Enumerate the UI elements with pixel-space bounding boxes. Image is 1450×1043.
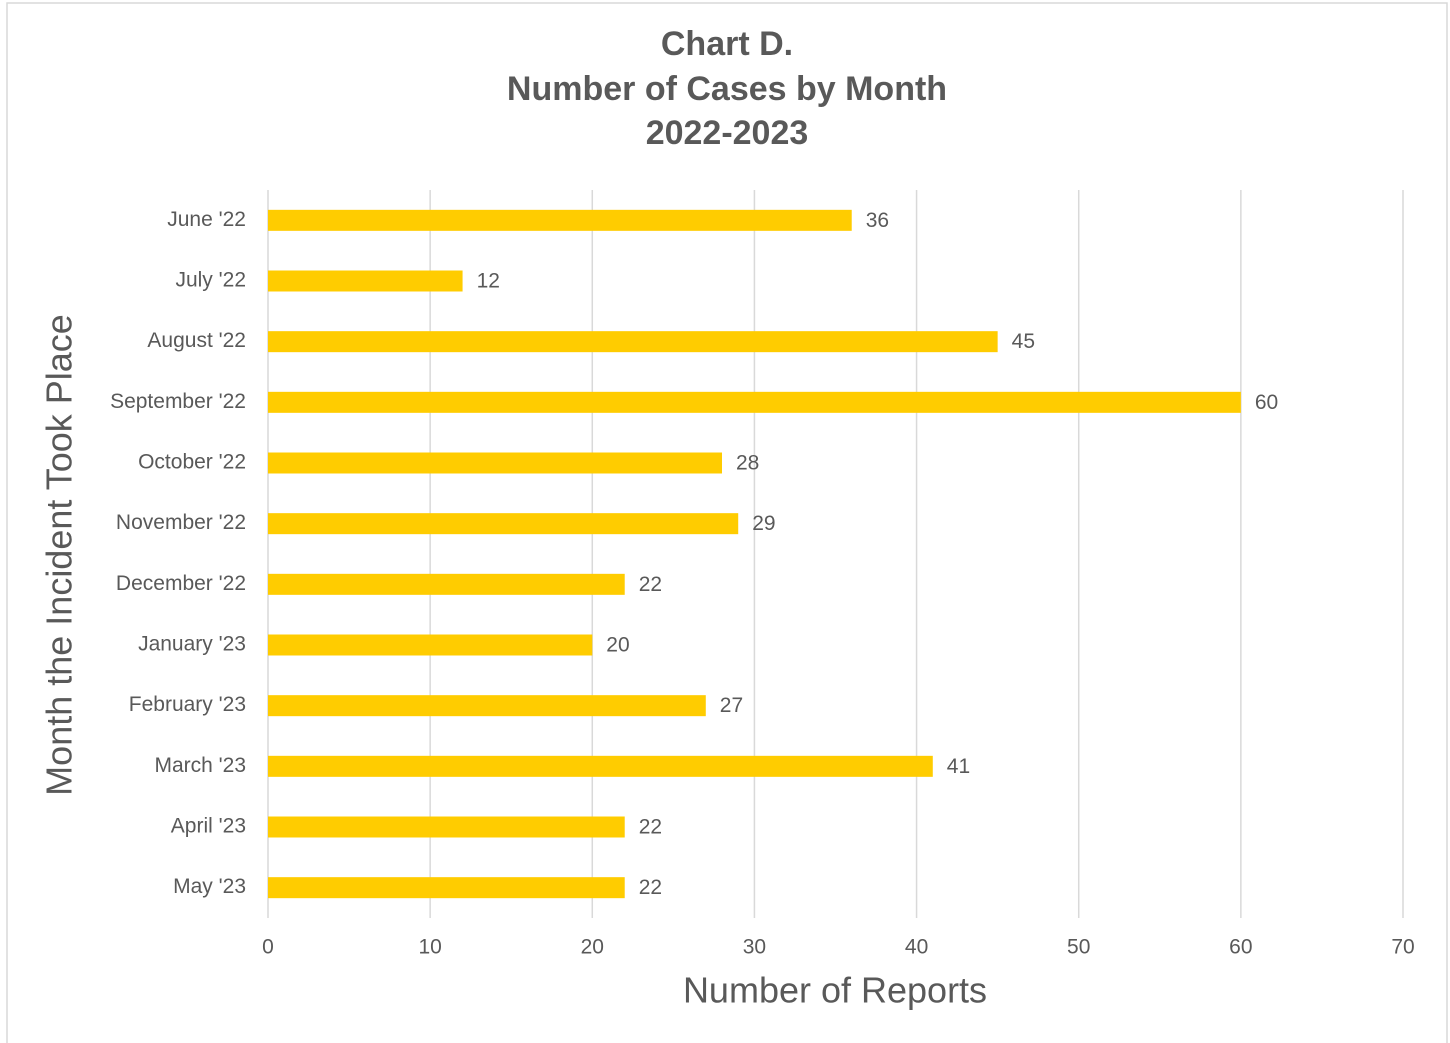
y-tick-label: March '23 — [154, 754, 246, 777]
data-label: 41 — [947, 755, 970, 778]
x-tick-label: 20 — [581, 936, 604, 959]
data-label: 28 — [736, 452, 759, 475]
y-tick-label: January '23 — [138, 633, 246, 656]
chart-title: Chart D. — [661, 25, 793, 63]
y-tick-label: September '22 — [110, 390, 246, 413]
bar — [268, 877, 625, 899]
x-axis-label: Number of Reports — [683, 970, 987, 1011]
y-axis-label: Month the Incident Took Place — [39, 314, 80, 796]
x-tick-label: 0 — [262, 936, 274, 959]
x-tick-label: 40 — [905, 936, 928, 959]
bar — [268, 755, 933, 777]
data-label: 36 — [866, 209, 889, 232]
data-label: 22 — [639, 876, 662, 899]
chart-title: Number of Cases by Month — [507, 70, 947, 108]
bar — [268, 513, 739, 535]
bar — [268, 816, 625, 838]
data-label: 20 — [606, 634, 629, 657]
x-tick-label: 60 — [1229, 936, 1252, 959]
y-tick-label: July '22 — [175, 269, 246, 292]
bar — [268, 209, 852, 231]
bar — [268, 573, 625, 595]
x-tick-label: 10 — [418, 936, 441, 959]
y-tick-label: August '22 — [147, 329, 246, 352]
y-tick-label: November '22 — [116, 511, 246, 534]
y-tick-label: April '23 — [171, 815, 246, 838]
x-tick-label: 70 — [1391, 936, 1414, 959]
data-label: 45 — [1012, 330, 1035, 353]
data-label: 27 — [720, 694, 743, 717]
data-label: 22 — [639, 573, 662, 596]
data-label: 12 — [477, 270, 500, 293]
bar — [268, 452, 722, 474]
bar — [268, 695, 706, 717]
data-label: 29 — [752, 512, 775, 535]
bar — [268, 331, 998, 353]
chart-title: 2022-2023 — [646, 114, 809, 152]
y-tick-label: October '22 — [138, 451, 246, 474]
bar — [268, 270, 463, 292]
x-tick-label: 30 — [743, 936, 766, 959]
y-tick-label: May '23 — [173, 875, 246, 898]
bar — [268, 391, 1241, 413]
chart-frame — [6, 2, 1448, 1043]
y-tick-label: February '23 — [129, 693, 246, 716]
data-label: 22 — [639, 816, 662, 839]
y-tick-label: June '22 — [167, 208, 246, 231]
bar — [268, 634, 593, 656]
x-tick-label: 50 — [1067, 936, 1090, 959]
data-label: 60 — [1255, 391, 1278, 414]
y-tick-label: December '22 — [116, 572, 246, 595]
